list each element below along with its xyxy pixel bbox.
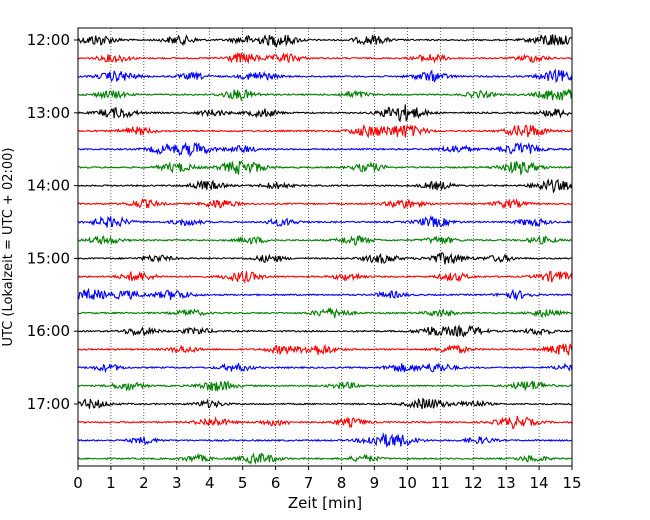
- y-tick-label: 12:00: [27, 31, 70, 49]
- y-tick-label: 13:00: [27, 104, 70, 122]
- trace-1545: [77, 307, 573, 319]
- plot-frame: [77, 27, 573, 467]
- x-tick-label: 1: [106, 474, 116, 492]
- x-tick-label: 11: [431, 474, 450, 492]
- x-tick-label: 10: [398, 474, 417, 492]
- trace-1415: [77, 197, 573, 210]
- y-axis-label: UTC (Lokalzeit = UTC + 02:00): [1, 148, 16, 347]
- x-tick-label: 5: [238, 474, 248, 492]
- x-tick-label: 2: [139, 474, 149, 492]
- trace-1445: [77, 234, 573, 246]
- trace-1215: [77, 51, 573, 65]
- trace-1530: [77, 287, 573, 302]
- trace-1515: [77, 270, 573, 284]
- trace-1615: [77, 343, 573, 356]
- trace-1715: [77, 415, 573, 430]
- x-tick-label: 9: [370, 474, 380, 492]
- trace-1600: [77, 324, 573, 338]
- y-tick-label: 16:00: [27, 322, 70, 340]
- x-tick-label: 7: [304, 474, 314, 492]
- trace-1315: [77, 124, 573, 139]
- trace-1630: [77, 362, 573, 374]
- x-tick-label: 8: [337, 474, 347, 492]
- x-tick-label: 14: [530, 474, 549, 492]
- trace-1330: [78, 141, 573, 158]
- trace-1300: [77, 104, 573, 123]
- trace-1730: [77, 431, 573, 449]
- grid-lines: [110, 28, 540, 466]
- trace-1430: [77, 214, 573, 228]
- trace-1645: [77, 380, 573, 392]
- y-axis-ticks: 12:00 13:00 14:00 15:00 16:00 17:00: [27, 31, 78, 413]
- trace-1500: [77, 252, 573, 265]
- x-tick-label: 4: [205, 474, 215, 492]
- trace-1345: [77, 160, 573, 176]
- x-tick-label: 12: [464, 474, 483, 492]
- y-tick-label: 14:00: [27, 177, 70, 195]
- x-tick-label: 13: [497, 474, 516, 492]
- x-tick-label: 0: [73, 474, 83, 492]
- plot-background: [78, 28, 572, 466]
- x-axis-ticks: 0 1 2 3 4 5 6 7 8 9 10 11 12 13 14 15: [73, 466, 582, 492]
- trace-1245: [77, 89, 573, 102]
- x-tick-label: 15: [562, 474, 581, 492]
- trace-1745: [77, 452, 573, 465]
- x-tick-label: 3: [172, 474, 182, 492]
- trace-1700: [77, 397, 573, 410]
- trace-1200: [77, 34, 573, 49]
- trace-group: [77, 34, 573, 465]
- x-tick-label: 6: [271, 474, 281, 492]
- trace-1400: [77, 177, 573, 194]
- y-tick-label: 17:00: [27, 395, 70, 413]
- trace-1230: [77, 68, 573, 83]
- x-axis-label: Zeit [min]: [288, 494, 362, 512]
- y-tick-label: 15:00: [27, 249, 70, 267]
